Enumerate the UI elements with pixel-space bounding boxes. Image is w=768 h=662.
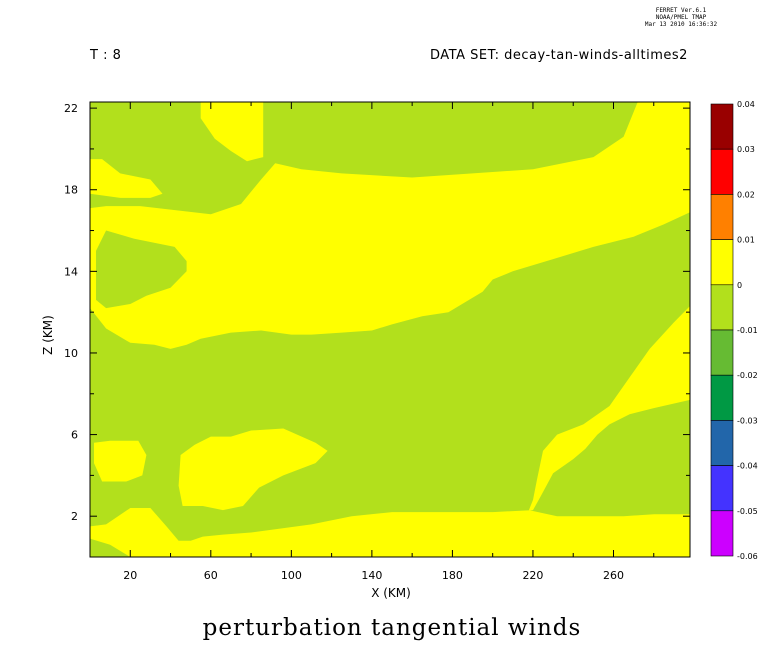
colorbar-label: -0.01	[737, 326, 758, 335]
contour-region-4	[90, 159, 163, 198]
x-tick-label: 60	[204, 569, 218, 582]
y-tick-label: 6	[71, 429, 78, 442]
contour-region-1	[90, 102, 690, 349]
y-tick-label: 22	[64, 102, 78, 115]
colorbar-swatch	[710, 329, 734, 376]
x-tick-label: 100	[281, 569, 302, 582]
y-tick-label: 14	[64, 265, 78, 278]
colorbar-swatch	[710, 103, 734, 150]
x-axis-label: X (KM)	[371, 586, 411, 600]
y-tick-label: 2	[71, 510, 78, 523]
colorbar-label: -0.02	[737, 371, 758, 380]
colorbar-swatch	[710, 420, 734, 466]
contour-region-2	[96, 230, 187, 309]
y-tick-label: 18	[64, 184, 78, 197]
time-label: T : 8	[90, 48, 122, 63]
colorbar-label: -0.04	[737, 462, 758, 471]
colorbar-swatch	[710, 510, 734, 557]
contour-region-5	[178, 428, 328, 511]
chart-title: perturbation tangential winds	[202, 615, 582, 641]
colorbar-label: 0	[737, 281, 742, 290]
contour-region-8	[90, 538, 131, 557]
colorbar-label: 0.04	[737, 100, 755, 109]
colorbar-swatch	[710, 239, 734, 286]
colorbar-swatch	[710, 284, 734, 331]
colorbar-label: 0.03	[737, 145, 755, 154]
colorbar-swatch	[710, 194, 734, 240]
meta-version: FERRET Ver.6.1	[655, 7, 707, 14]
colorbar-swatch	[710, 148, 734, 195]
x-tick-label: 140	[361, 569, 382, 582]
plot-frame	[89, 101, 691, 558]
y-axis-label: Z (KM)	[41, 315, 55, 355]
dataset-label: DATA SET: decay-tan-winds-alltimes2	[430, 48, 688, 63]
contour-region-6	[94, 440, 147, 482]
x-tick-label: 180	[442, 569, 463, 582]
x-tick-label: 220	[522, 569, 543, 582]
colorbar-label: 0.02	[737, 190, 755, 199]
contour-region-3	[200, 102, 264, 162]
contour-region-7	[90, 306, 690, 557]
axes: 20 60 100 140 180 220 260 2 6 10 14 18 22	[64, 101, 691, 582]
meta-timestamp: Mar 13 2010 16:36:32	[644, 21, 718, 28]
x-tick-label: 260	[603, 569, 624, 582]
meta-org: NOAA/PMEL TMAP	[655, 14, 707, 21]
colorbar: 0.04 0.03 0.02 0.01 0 -0.01 -0.02 -0.03 -0.04 -0.…	[710, 100, 758, 561]
colorbar-swatch	[710, 465, 734, 512]
colorbar-label: -0.05	[737, 507, 758, 516]
colorbar-label: -0.03	[737, 416, 758, 425]
plot-area	[90, 102, 690, 557]
colorbar-swatch	[710, 374, 734, 421]
x-tick-label: 20	[123, 569, 137, 582]
colorbar-label: -0.06	[737, 552, 758, 561]
colorbar-label: 0.01	[737, 236, 755, 245]
y-tick-label: 10	[64, 347, 78, 360]
